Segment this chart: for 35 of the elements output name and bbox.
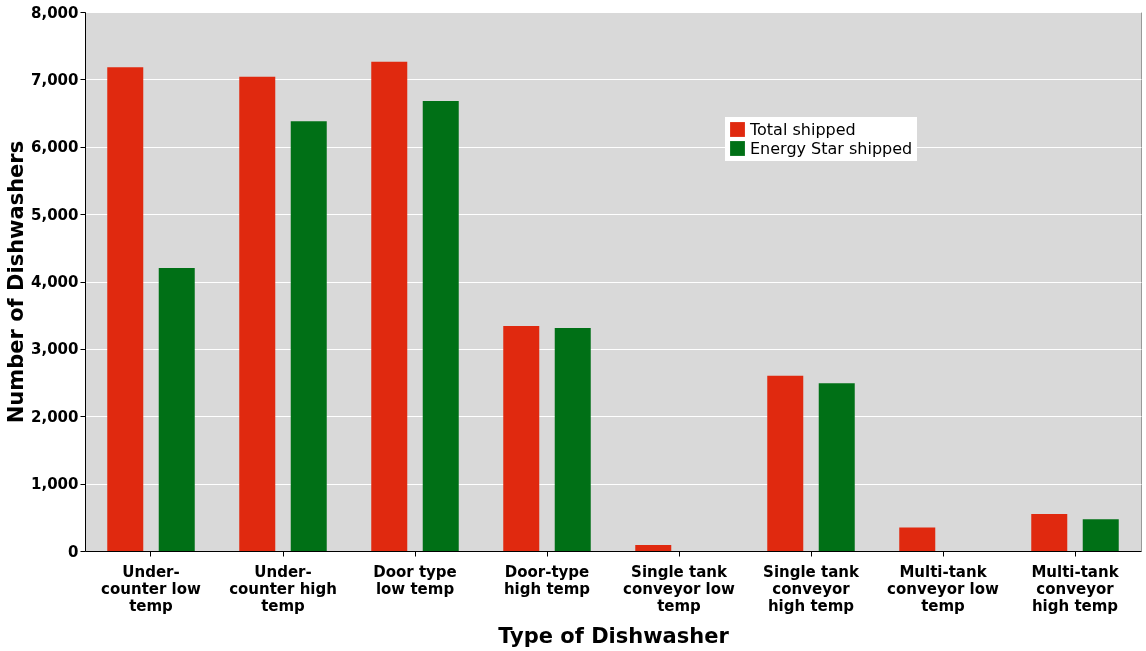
bar [290, 121, 327, 551]
bar [1082, 519, 1119, 551]
x-tick-label: Multi-tank conveyor high temp [1031, 562, 1120, 615]
x-axis-title: Type of Dishwasher [498, 623, 730, 648]
y-tick-label: 4,000 [31, 273, 79, 291]
y-tick-label: 7,000 [31, 70, 79, 89]
x-tick-label: Single tank conveyor low temp [623, 562, 736, 615]
bar [503, 325, 540, 551]
y-tick-label: 2,000 [31, 407, 79, 426]
x-tick-label: Single tank conveyor high temp [763, 562, 860, 615]
bar [1031, 513, 1068, 551]
x-tick-label: Door-type high temp [503, 562, 591, 598]
y-axis-title: Number of Dishwashers [4, 140, 29, 424]
y-tick-label: 3,000 [31, 340, 79, 359]
y-tick-label: 1,000 [31, 475, 79, 494]
y-tick-label: 8,000 [31, 3, 79, 22]
legend-label: Energy Star shipped [750, 138, 913, 158]
x-tick-label: Under-counter low temp [101, 562, 202, 615]
bar [767, 375, 804, 551]
x-tick-label: Door type low temp [373, 562, 457, 598]
bar [635, 544, 672, 551]
x-tick-label: Multi-tank conveyor low temp [887, 562, 1000, 615]
legend-label: Total shipped [749, 119, 856, 139]
bar [899, 527, 936, 551]
bar [554, 327, 591, 551]
y-tick-label: 5,000 [31, 205, 79, 224]
bar [158, 268, 195, 551]
bar [239, 76, 276, 551]
y-tick-label: 6,000 [31, 138, 79, 157]
bar [818, 383, 855, 551]
bar [422, 100, 459, 551]
y-tick-label: 0 [68, 542, 79, 561]
bar [371, 61, 408, 551]
x-tick-label: Under-counter high temp [229, 562, 337, 615]
bar [107, 67, 144, 551]
